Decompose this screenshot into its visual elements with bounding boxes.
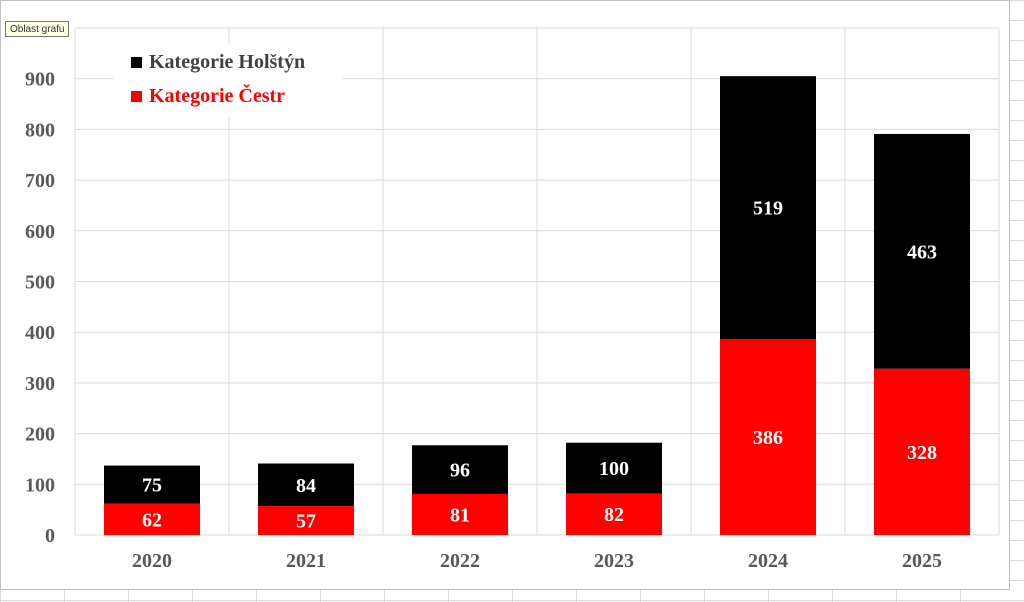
bar-cestr-2024 (720, 339, 816, 535)
legend-swatch-holstyn (131, 56, 142, 68)
x-tick-label-2023: 2023 (594, 550, 634, 572)
y-tick-label: 600 (25, 221, 55, 243)
data-label-holstyn-2022: 96 (450, 460, 470, 482)
bar-holstyn-2020 (104, 465, 200, 504)
legend-swatch-cestr (131, 90, 142, 102)
y-tick-label: 400 (25, 322, 55, 344)
data-label-cestr-2021: 57 (296, 511, 316, 533)
data-label-cestr-2023: 82 (604, 504, 624, 526)
bar-cestr-2025 (874, 368, 970, 535)
y-tick-label: 100 (25, 474, 55, 496)
y-tick-label: 0 (45, 525, 55, 547)
data-label-cestr-2022: 81 (450, 504, 470, 526)
x-tick-label-2022: 2022 (440, 550, 480, 572)
bar-cestr-2021 (258, 506, 354, 535)
y-tick-label: 500 (25, 272, 55, 294)
bar-holstyn-2021 (258, 463, 354, 507)
legend-label-cestr: Kategorie Čestr (149, 84, 286, 107)
x-tick-label-2021: 2021 (286, 550, 326, 572)
bar-holstyn-2023 (566, 442, 662, 494)
data-label-cestr-2024: 386 (753, 427, 783, 449)
legend-label-holstyn: Kategorie Holštýn (149, 50, 306, 73)
data-label-holstyn-2020: 75 (142, 475, 162, 497)
bar-holstyn-2024 (720, 76, 816, 340)
bar-holstyn-2022 (412, 445, 508, 494)
y-tick-label: 800 (25, 119, 55, 141)
bar-cestr-2020 (104, 503, 200, 535)
chart-area[interactable]: 0 100 200 300 400 500 600 700 800 900 62 75 2020 57 84… (0, 0, 1010, 590)
legend-item-holstyn: Kategorie Holštýn (131, 48, 305, 76)
bar-cestr-2022 (412, 493, 508, 535)
y-tick-label: 900 (25, 69, 55, 91)
legend-item-cestr: Kategorie Čestr (131, 82, 285, 110)
x-tick-label-2020: 2020 (132, 550, 172, 572)
y-tick-label: 300 (25, 373, 55, 395)
data-label-holstyn-2021: 84 (296, 475, 316, 497)
data-label-holstyn-2025: 463 (907, 241, 937, 263)
bar-cestr-2023 (566, 493, 662, 535)
y-tick-label: 700 (25, 170, 55, 192)
chart-area-tooltip: Oblast grafu (5, 21, 70, 37)
x-tick-label-2025: 2025 (902, 550, 942, 572)
data-label-holstyn-2023: 100 (599, 458, 629, 480)
data-label-cestr-2025: 328 (907, 442, 937, 464)
x-tick-label-2024: 2024 (748, 550, 788, 572)
bar-holstyn-2025 (874, 133, 970, 369)
chart-legend[interactable]: Kategorie Holštýn Kategorie Čestr (113, 45, 343, 117)
data-label-cestr-2020: 62 (142, 509, 162, 531)
stacked-bar-chart: 0 100 200 300 400 500 600 700 800 900 62 75 2020 57 84… (25, 27, 1000, 572)
y-tick-label: 200 (25, 424, 55, 446)
data-label-holstyn-2024: 519 (753, 198, 783, 220)
